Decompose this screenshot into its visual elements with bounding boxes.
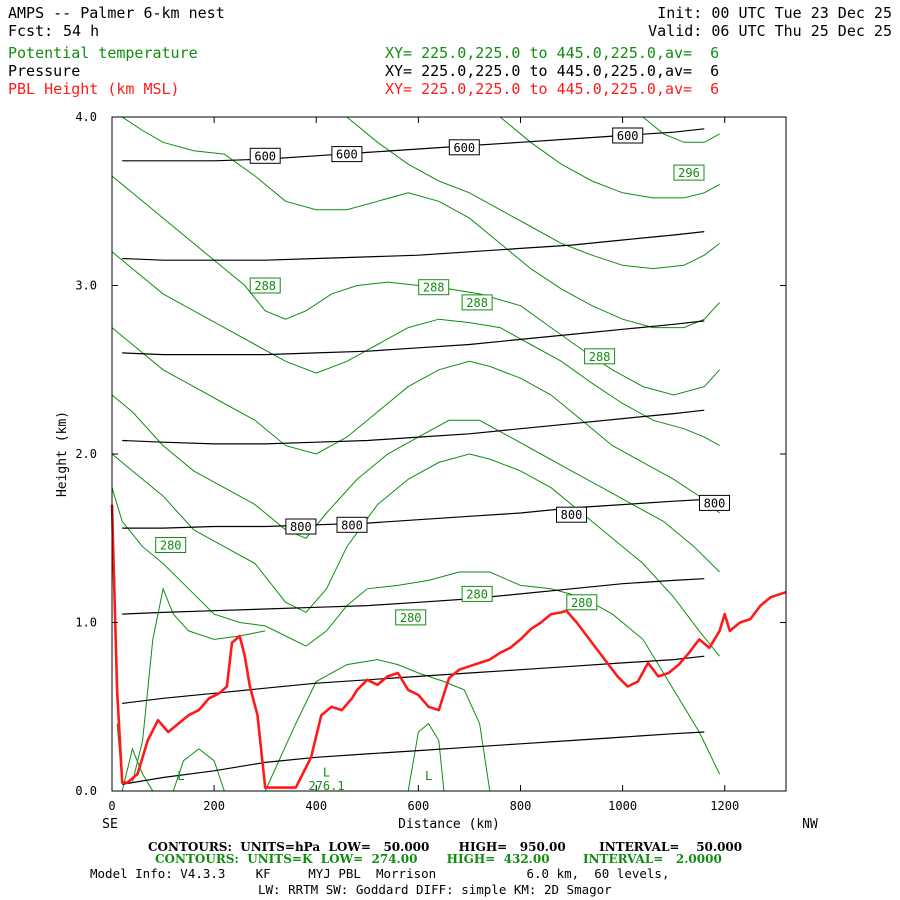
pressure-contour-650 bbox=[122, 231, 705, 261]
pressure-contour-label-box bbox=[331, 146, 363, 163]
y-tick-label: 0.0 bbox=[75, 784, 97, 798]
pressure-contour-label-box bbox=[336, 516, 368, 533]
theta-contour-line bbox=[346, 116, 720, 270]
pbl-height-line bbox=[110, 504, 787, 789]
x-tick-label: 800 bbox=[510, 799, 532, 813]
y-tick-label: 2.0 bbox=[75, 447, 97, 461]
field-xy-theta: XY= 225.0,225.0 to 445.0,225.0,av= 6 bbox=[385, 44, 720, 62]
low-marker: 276.1 bbox=[308, 779, 344, 793]
pressure-contour-label-box bbox=[249, 147, 281, 164]
theta-contour-label: 288 bbox=[466, 296, 488, 310]
theta-contour-line bbox=[111, 251, 720, 447]
theta-contour-line bbox=[642, 116, 720, 143]
pressure-contour-label-box bbox=[556, 506, 587, 523]
x-axis-label: Distance (km) bbox=[398, 817, 500, 832]
valid-time: Valid: 06 UTC Thu 25 Dec 25 bbox=[648, 22, 892, 40]
theta-contours bbox=[111, 116, 721, 792]
theta-contour-label-box bbox=[155, 537, 187, 553]
low-marker: L bbox=[425, 769, 432, 783]
theta-contour-line bbox=[111, 327, 720, 514]
y-tick-label: 4.0 bbox=[75, 110, 97, 124]
pbl-height-series bbox=[110, 504, 787, 789]
field-xy-pbl: XY= 225.0,225.0 to 445.0,225.0,av= 6 bbox=[385, 80, 720, 98]
theta-contour-label-box bbox=[418, 279, 450, 296]
field-name-theta: Potential temperature bbox=[8, 44, 198, 62]
theta-contour-label-box bbox=[584, 348, 616, 365]
pressure-contours bbox=[122, 128, 705, 785]
pressure-contour-label-box bbox=[285, 518, 317, 535]
pressure-contour-label-box bbox=[448, 139, 480, 156]
pressure-contour-label-box bbox=[612, 127, 644, 144]
x-tick-label: 0 bbox=[108, 799, 115, 813]
footer-physics: LW: RRTM SW: Goddard DIFF: simple KM: 2D… bbox=[258, 882, 612, 897]
theta-contour-label-box bbox=[249, 277, 281, 294]
footer-theta-contours: CONTOURS: UNITS=K LOW= 274.00 HIGH= 432.… bbox=[155, 852, 722, 866]
field-name-pbl: PBL Height (km MSL) bbox=[8, 80, 180, 98]
axes: 0 200 400 600 800 1000 1200 0.0 1.0 2.0 3.0 4.0 Dist… bbox=[55, 110, 818, 832]
pressure-contour-label: 600 bbox=[617, 129, 639, 143]
low-marker: L bbox=[177, 769, 184, 783]
theta-contour-label: 280 bbox=[466, 587, 488, 601]
pressure-contour-label: 800 bbox=[704, 496, 726, 510]
x-tick-label: 400 bbox=[305, 799, 327, 813]
x-tick-label: 600 bbox=[408, 799, 430, 813]
theta-contour-line bbox=[111, 453, 720, 657]
theta-contour-label-box bbox=[461, 294, 493, 311]
theta-contour-line bbox=[116, 587, 266, 784]
x-tick-label: 1000 bbox=[608, 799, 637, 813]
theta-contour-label: 280 bbox=[571, 596, 593, 610]
theta-contour-line bbox=[121, 116, 720, 329]
plot-frame bbox=[111, 116, 787, 792]
low-marker: L bbox=[323, 766, 330, 780]
x-end-label: NW bbox=[802, 817, 818, 832]
pressure-contour-label: 800 bbox=[290, 520, 312, 534]
pressure-contour-label: 600 bbox=[336, 148, 358, 162]
theta-contour-label: 288 bbox=[423, 281, 445, 295]
footer-pressure-contours: CONTOURS: UNITS=hPa LOW= 50.000 HIGH= 95… bbox=[148, 840, 743, 854]
x-start-label: SE bbox=[102, 817, 118, 832]
forecast-hours: 54 h bbox=[63, 22, 100, 40]
y-axis-label: Height (km) bbox=[55, 411, 70, 497]
field-xy-pressure: XY= 225.0,225.0 to 445.0,225.0,av= 6 bbox=[385, 62, 720, 80]
pressure-contour-700 bbox=[122, 320, 705, 356]
theta-contour-line bbox=[111, 487, 721, 775]
theta-contour-line bbox=[111, 394, 720, 573]
forecast-label: Fcst: bbox=[8, 22, 54, 40]
pressure-contour-950 bbox=[122, 731, 705, 785]
theta-contour-label: 288 bbox=[254, 279, 276, 293]
theta-contour-line bbox=[499, 116, 720, 199]
y-tick-label: 3.0 bbox=[75, 279, 97, 293]
theta-contour-label-box bbox=[395, 609, 427, 626]
field-name-pressure: Pressure bbox=[8, 62, 81, 80]
pressure-contour-label: 800 bbox=[341, 518, 363, 532]
y-tick-label: 1.0 bbox=[75, 616, 97, 630]
pressure-contour-850 bbox=[122, 578, 705, 615]
theta-contour-label-box bbox=[566, 594, 598, 611]
pressure-contour-800 bbox=[122, 498, 705, 529]
pressure-contour-900 bbox=[122, 655, 705, 704]
pressure-contour-label-box bbox=[699, 494, 730, 511]
theta-contour-line bbox=[264, 659, 491, 792]
theta-contour-label: 288 bbox=[589, 350, 611, 364]
theta-contour-label: 280 bbox=[160, 539, 182, 553]
pressure-contour-label: 600 bbox=[453, 141, 475, 155]
theta-contour-line bbox=[111, 175, 720, 396]
footer-model-info: Model Info: V4.3.3 KF MYJ PBL Morrison 6… bbox=[90, 866, 670, 881]
theta-contour-label: 280 bbox=[400, 611, 422, 625]
pressure-contour-label: 800 bbox=[561, 508, 583, 522]
contour-labels: 600 600 600 600 800 800 800 800 296 288 288 288 288 2… bbox=[155, 127, 730, 793]
x-tick-label: 200 bbox=[203, 799, 225, 813]
x-tick-label: 1200 bbox=[710, 799, 739, 813]
model-title: AMPS -- Palmer 6-km nest bbox=[8, 4, 225, 22]
init-time: Init: 00 UTC Tue 23 Dec 25 bbox=[657, 4, 892, 22]
theta-contour-label-box bbox=[461, 585, 493, 602]
theta-contour-label: 296 bbox=[678, 166, 700, 180]
theta-contour-label-box bbox=[673, 164, 705, 181]
theta-contour-line bbox=[121, 747, 154, 792]
pressure-contour-label: 600 bbox=[254, 149, 276, 163]
theta-contour-line bbox=[407, 722, 445, 792]
pressure-contour-750 bbox=[122, 409, 705, 445]
